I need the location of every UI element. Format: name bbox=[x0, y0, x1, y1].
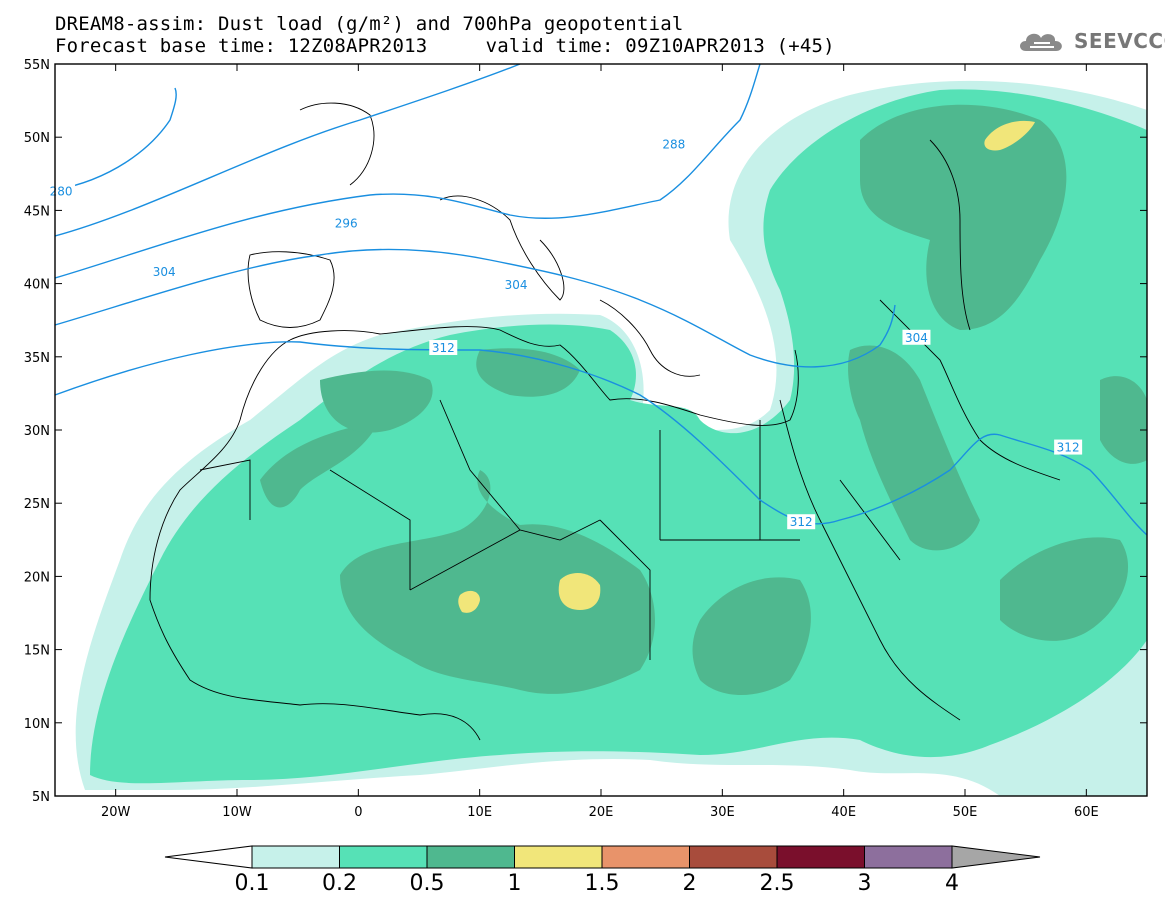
contour-label: 304 bbox=[153, 265, 176, 279]
contour-label-bg bbox=[150, 263, 179, 279]
contour-label: 312 bbox=[1057, 441, 1080, 455]
contour-label-bg bbox=[659, 136, 688, 152]
contour-label: 312 bbox=[432, 341, 455, 355]
colorbar-label: 0.5 bbox=[410, 871, 445, 896]
chart-title: DREAM8-assim: Dust load (g/m²) and 700hP… bbox=[55, 13, 684, 35]
seevccc-logo: SEEVCCC bbox=[1016, 26, 1165, 56]
lon-tick-label: 30E bbox=[710, 805, 735, 820]
contour-label: 304 bbox=[505, 278, 528, 292]
colorbar-under-arrow bbox=[164, 845, 253, 869]
contour-label: 280 bbox=[50, 184, 73, 198]
longitude-axis: 20W 10W 0 10E 20E 30E 40E 50E 60E bbox=[101, 64, 1099, 820]
colorbar-swatch bbox=[426, 845, 515, 869]
colorbar-label: 1 bbox=[508, 871, 522, 896]
colorbar-swatch bbox=[514, 845, 603, 869]
contour-label-bg bbox=[332, 215, 361, 231]
lat-tick-label: 40N bbox=[24, 278, 50, 293]
latitude-axis: 55N 50N 45N 40N 35N 30N 25N 20N 15N 10N 5N bbox=[24, 58, 1147, 805]
contour-label-bg bbox=[429, 340, 458, 356]
contour-label-bg bbox=[787, 514, 816, 530]
colorbar-label: 2.5 bbox=[760, 871, 795, 896]
colorbar-label: 0.2 bbox=[322, 871, 357, 896]
contour-label-bg bbox=[1054, 439, 1083, 455]
contour-label: 296 bbox=[335, 217, 358, 231]
cloud-icon bbox=[1020, 33, 1062, 51]
lat-tick-label: 30N bbox=[24, 424, 50, 439]
lat-tick-label: 25N bbox=[24, 497, 50, 512]
lon-tick-label: 10W bbox=[222, 805, 252, 820]
colorbar-swatch bbox=[251, 845, 340, 869]
chart-subtitle: Forecast base time: 12Z08APR2013 valid t… bbox=[55, 35, 835, 57]
lat-tick-label: 10N bbox=[24, 717, 50, 732]
colorbar-swatch bbox=[776, 845, 865, 869]
lon-tick-label: 20E bbox=[589, 805, 614, 820]
lat-tick-label: 20N bbox=[24, 570, 50, 585]
lon-tick-label: 10E bbox=[467, 805, 492, 820]
lat-tick-label: 15N bbox=[24, 644, 50, 659]
colorbar-swatch bbox=[601, 845, 690, 869]
colorbar-label: 3 bbox=[858, 871, 872, 896]
lon-tick-label: 0 bbox=[354, 805, 362, 820]
colorbar-over-arrow bbox=[951, 845, 1041, 869]
lon-tick-label: 20W bbox=[101, 805, 131, 820]
colorbar-swatch bbox=[864, 845, 953, 869]
contour-label-bg bbox=[47, 183, 76, 199]
contour-labels: 280 288 296 304 304 304 312 312 312 bbox=[47, 136, 1083, 530]
colorbar-label: 4 bbox=[945, 871, 959, 896]
colorbar-swatch bbox=[689, 845, 778, 869]
colorbar-label: 2 bbox=[683, 871, 697, 896]
contour-label: 288 bbox=[662, 138, 685, 152]
dust-layer-1 bbox=[458, 120, 1035, 613]
colorbar-label: 1.5 bbox=[585, 871, 620, 896]
contour-label-bg bbox=[902, 329, 931, 345]
geopotential-contours bbox=[55, 64, 1147, 536]
lat-tick-label: 35N bbox=[24, 351, 50, 366]
lat-tick-label: 55N bbox=[24, 58, 50, 73]
contour-label-bg bbox=[502, 277, 531, 293]
lat-tick-label: 45N bbox=[24, 204, 50, 219]
lat-tick-label: 5N bbox=[32, 790, 50, 805]
logo-text: SEEVCCC bbox=[1074, 29, 1165, 53]
lon-tick-label: 50E bbox=[953, 805, 978, 820]
colorbar: 0.1 0.2 0.5 1 1.5 2 2.5 3 4 bbox=[164, 845, 1041, 896]
lat-tick-label: 50N bbox=[24, 131, 50, 146]
colorbar-label: 0.1 bbox=[235, 871, 270, 896]
colorbar-swatch bbox=[339, 845, 428, 869]
dust-layer-0.5 bbox=[260, 104, 1147, 695]
lon-tick-label: 60E bbox=[1074, 805, 1099, 820]
contour-label: 304 bbox=[905, 331, 928, 345]
contour-label: 312 bbox=[790, 515, 813, 529]
lon-tick-label: 40E bbox=[831, 805, 856, 820]
